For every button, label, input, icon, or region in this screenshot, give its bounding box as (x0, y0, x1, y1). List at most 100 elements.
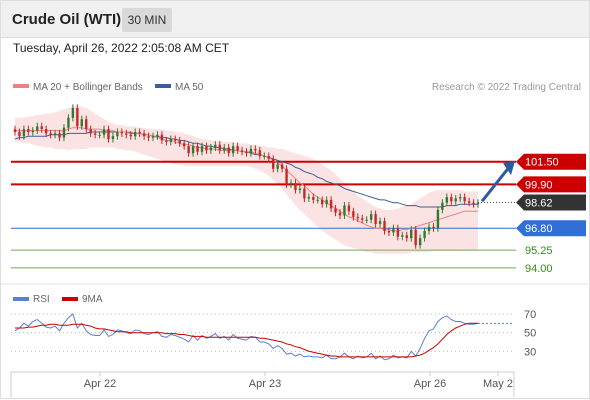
candle-body (245, 151, 248, 154)
x-tick-label: Apr 22 (84, 378, 116, 390)
candle-body (27, 129, 30, 132)
candle-body (325, 199, 328, 205)
candle-body (410, 229, 413, 239)
candle-body (178, 140, 181, 144)
candle-body (191, 146, 195, 154)
legend-9ma-swatch (62, 297, 78, 301)
candle-body (347, 205, 351, 212)
candle-body (156, 134, 159, 137)
candle-body (129, 134, 132, 137)
candle-body (365, 219, 368, 221)
candle-body (182, 143, 186, 147)
candle-body (427, 226, 431, 232)
level-94-00-label: 94.00 (525, 263, 553, 275)
legend-ma50-label: MA 50 (175, 82, 204, 93)
candle-body (356, 216, 359, 219)
candle-body (272, 158, 275, 169)
candle-body (405, 235, 408, 239)
level-96-80-tag (516, 220, 586, 237)
rsi-9ma-line (15, 322, 478, 358)
candle-body (40, 126, 43, 130)
candle-body (361, 218, 364, 220)
candle-body (392, 228, 395, 233)
candle-body (476, 202, 480, 205)
candle-body (374, 214, 377, 224)
header-bar: Crude Oil (WTI) 30 MIN (0, 0, 590, 38)
candle-body (36, 126, 39, 131)
level-98-62-tag (516, 194, 586, 211)
candle-body (285, 168, 288, 185)
candle-body (320, 199, 324, 205)
candle-body (134, 131, 137, 137)
level-98-62-label: 98.62 (525, 197, 553, 209)
candle-body (165, 140, 168, 142)
candle-body (263, 156, 266, 158)
candle-body (85, 119, 88, 130)
candle-body (423, 231, 426, 239)
candle-body (116, 131, 119, 137)
candle-body (107, 129, 110, 140)
candle-body (147, 136, 150, 138)
candle-body (329, 199, 333, 209)
candle-body (334, 208, 337, 213)
candle-body (53, 133, 57, 135)
candle-body (196, 146, 199, 152)
candle-body (338, 212, 342, 216)
candle-body (258, 150, 262, 157)
candle-body (227, 147, 230, 154)
candle-body (441, 202, 444, 210)
candle-body (387, 231, 391, 233)
candle-body (209, 147, 213, 151)
level-101-50-label: 101.50 (525, 157, 559, 169)
candle-body (89, 129, 92, 134)
candle-body (316, 199, 319, 201)
x-tick-label: Apr 26 (414, 378, 446, 390)
candle-body (445, 197, 449, 203)
rsi-tick-70: 70 (524, 309, 536, 321)
candle-body (44, 129, 48, 134)
candle-body (49, 133, 52, 135)
candle-body (254, 148, 257, 151)
candle-body (472, 202, 475, 205)
candle-body (18, 131, 21, 137)
candle-body (205, 146, 208, 151)
candle-body (71, 107, 75, 118)
candle-body (401, 235, 404, 237)
timestamp: Tuesday, April 26, 2022 2:05:08 AM CET (13, 41, 230, 55)
candle-body (267, 156, 270, 159)
candle-body (298, 188, 302, 190)
candle-body (62, 127, 66, 138)
candle-body (102, 129, 106, 135)
level-99-90-label: 99.90 (525, 179, 553, 191)
candle-body (458, 197, 462, 199)
candle-body (120, 131, 124, 134)
candle-body (151, 136, 155, 138)
legend-rsi-label: RSI (33, 294, 50, 305)
candle-body (312, 197, 315, 200)
x-tick-label: Apr 23 (249, 378, 281, 390)
candle-body (463, 197, 466, 202)
rsi-tick-50: 50 (524, 328, 536, 340)
credit-text: Research © 2022 Trading Central (432, 82, 581, 93)
candle-body (200, 146, 204, 152)
candle-body (343, 205, 346, 216)
candle-body (58, 133, 61, 138)
candle-body (214, 144, 217, 148)
candle-body (289, 182, 293, 185)
candle-body (22, 129, 26, 137)
candle-body (169, 139, 173, 142)
legend-ma50-swatch (155, 84, 171, 88)
forecast-arrow-head (503, 160, 515, 176)
candle-body (125, 133, 128, 135)
timeframe-button[interactable]: 30 MIN (122, 8, 172, 32)
candle-body (369, 214, 373, 220)
candle-body (223, 147, 226, 151)
rsi-tick-30: 30 (524, 346, 536, 358)
candle-body (436, 209, 440, 229)
candle-body (111, 136, 115, 140)
candle-body (187, 146, 190, 154)
forecast-arrow-shaft (480, 166, 511, 203)
legend-ma20-label: MA 20 + Bollinger Bands (33, 82, 143, 93)
candle-body (249, 148, 253, 154)
